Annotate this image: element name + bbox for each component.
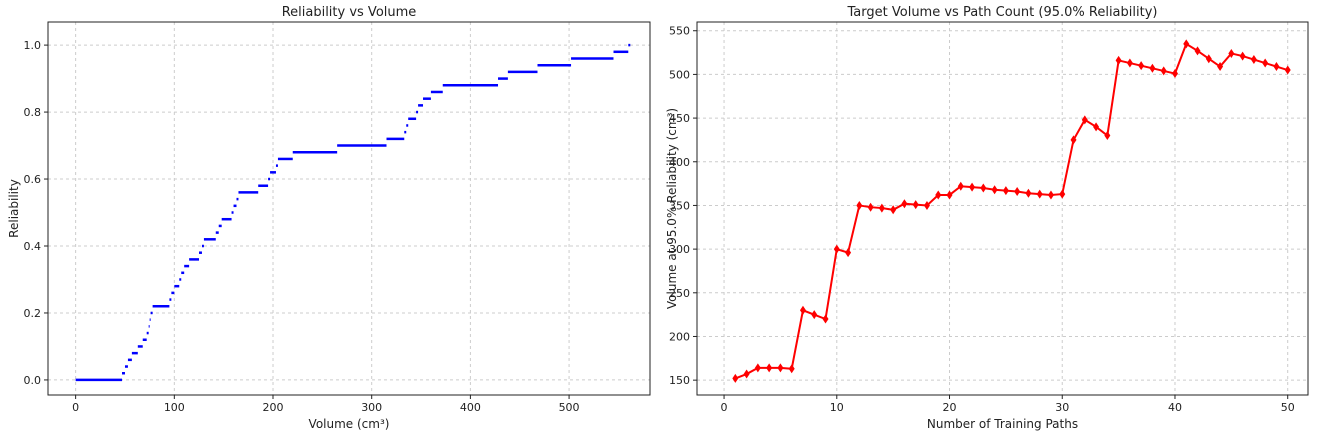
data-line [734, 42, 1289, 380]
plot-frame [47, 21, 651, 396]
y-tick-label: 400 [669, 156, 690, 169]
marker [1194, 46, 1201, 56]
y-tick-label: 250 [669, 287, 690, 300]
y-axis-label: Volume at 95.0% Reliability (cm³) [665, 108, 679, 309]
marker [754, 363, 761, 373]
marker [912, 200, 919, 210]
marker [777, 363, 784, 373]
marker [1070, 135, 1077, 145]
marker [1217, 62, 1224, 72]
y-tick-label: 1.0 [24, 39, 42, 52]
y-tick-label: 300 [669, 243, 690, 256]
marker [822, 314, 829, 324]
marker [1126, 58, 1133, 68]
y-tick-label: 450 [669, 112, 690, 125]
y-tick-label: 550 [669, 25, 690, 38]
y-axis-label: Reliability [7, 179, 21, 238]
y-tick-label: 350 [669, 199, 690, 212]
x-tick-label: 100 [164, 401, 185, 414]
x-axis-label: Volume (cm³) [309, 417, 390, 431]
marker [732, 373, 739, 383]
y-tick-label: 500 [669, 68, 690, 81]
marker [946, 190, 953, 200]
marker [867, 202, 874, 212]
y-tick-label: 0.2 [24, 307, 42, 320]
x-tick-label: 300 [361, 401, 382, 414]
marker [991, 185, 998, 195]
marker [1081, 115, 1088, 125]
marker [878, 203, 885, 213]
marker [845, 248, 852, 258]
marker [1036, 189, 1043, 199]
y-tick-label: 150 [669, 374, 690, 387]
x-tick-label: 0 [721, 401, 728, 414]
x-tick-label: 0 [72, 401, 79, 414]
marker [1171, 69, 1178, 79]
marker [743, 369, 750, 379]
marker [1025, 188, 1032, 198]
x-axis-label: Number of Training Paths [927, 417, 1078, 431]
x-tick-label: 500 [559, 401, 580, 414]
marker [1104, 131, 1111, 141]
x-tick-label: 40 [1168, 401, 1182, 414]
x-tick-label: 50 [1281, 401, 1295, 414]
y-tick-label: 200 [669, 330, 690, 343]
y-tick-label: 0.6 [24, 173, 42, 186]
marker [1273, 62, 1280, 72]
marker [890, 205, 897, 215]
marker [1183, 39, 1190, 49]
marker [1239, 51, 1246, 61]
marker [923, 200, 930, 210]
marker [1262, 58, 1269, 68]
marker [1002, 186, 1009, 196]
marker [1115, 55, 1122, 65]
marker [1047, 190, 1054, 200]
marker [1149, 63, 1156, 73]
x-tick-label: 200 [263, 401, 284, 414]
marker [1160, 66, 1167, 76]
marker [935, 190, 942, 200]
marker [1093, 122, 1100, 132]
x-tick-label: 10 [830, 401, 844, 414]
marker [766, 363, 773, 373]
marker [980, 183, 987, 193]
marker [1059, 189, 1066, 199]
plot-frame [696, 21, 1309, 396]
marker [1284, 65, 1291, 75]
marker [901, 199, 908, 209]
chart-title: Reliability vs Volume [282, 5, 417, 20]
marker [969, 182, 976, 192]
y-tick-label: 0.8 [24, 106, 42, 119]
marker [799, 305, 806, 315]
x-tick-label: 30 [1055, 401, 1069, 414]
marker [833, 244, 840, 254]
y-tick-label: 0.4 [24, 240, 42, 253]
x-tick-label: 400 [460, 401, 481, 414]
chart-title: Target Volume vs Path Count (95.0% Relia… [847, 5, 1158, 20]
marker [1205, 54, 1212, 64]
marker [811, 310, 818, 320]
marker [1250, 55, 1257, 65]
x-tick-label: 20 [943, 401, 957, 414]
marker [1228, 48, 1235, 58]
marker [856, 200, 863, 210]
marker [1138, 61, 1145, 71]
marker [957, 181, 964, 191]
marker [1014, 186, 1021, 196]
marker [788, 364, 795, 374]
y-tick-label: 0.0 [24, 374, 42, 387]
